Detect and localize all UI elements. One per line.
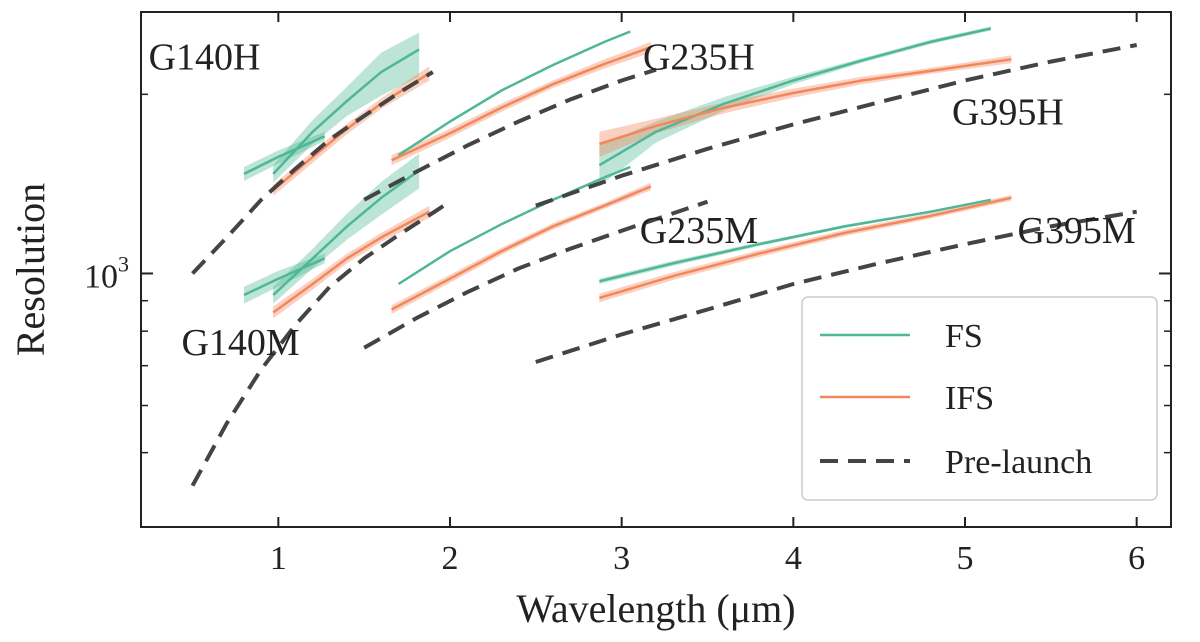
pre-launch-g395h-line-16 xyxy=(535,43,1138,208)
pre-launch-g395m-line-19 xyxy=(535,209,1138,364)
grating-label-g140m: G140M xyxy=(181,322,299,364)
ifs-g395m-band-18 xyxy=(599,195,1012,303)
grating-label-g235h: G235H xyxy=(643,37,755,79)
x-tick-label-1: 1 xyxy=(270,540,287,577)
legend-label-pre-launch: Pre-launch xyxy=(945,444,1092,481)
x-axis-label: Wavelength (μm) xyxy=(516,586,795,631)
y-axis-label: Resolution xyxy=(8,183,53,356)
fs-g140m-line-5 xyxy=(243,257,326,297)
fs-g140h-line-1 xyxy=(243,135,326,176)
x-tick-label-3: 3 xyxy=(613,540,630,577)
plot-frame xyxy=(140,11,1172,528)
legend: FS IFS Pre-launch xyxy=(801,296,1158,501)
series-lines xyxy=(190,27,1138,487)
x-tick-label-2: 2 xyxy=(442,540,459,577)
grating-label-g235m: G235M xyxy=(640,210,758,252)
ifs-g140m-line-6 xyxy=(272,210,430,314)
ifs-g395m-line-18 xyxy=(599,196,1012,300)
y-tick-label-major: 103 xyxy=(84,251,129,295)
pre-launch-g235h-line-10 xyxy=(363,67,657,202)
legend-label-fs: FS xyxy=(945,318,983,355)
ifs-g395h-line-15 xyxy=(599,58,1012,146)
x-tick-label-4: 4 xyxy=(785,540,802,577)
legend-box xyxy=(801,296,1158,501)
ifs-g235m-band-12 xyxy=(391,182,651,314)
ifs-g235h-line-9 xyxy=(391,46,652,162)
pre-launch-g140m-line-7 xyxy=(190,200,452,487)
ifs-g235m-line-12 xyxy=(391,185,652,311)
x-tick-label-6: 6 xyxy=(1128,540,1145,577)
pre-launch-g235m-line-13 xyxy=(363,199,709,350)
x-ticks: 1 2 3 4 5 6 xyxy=(270,12,1145,577)
pre-launch-g140h-line-3 xyxy=(191,70,434,275)
grating-labels: G140H G235H G395H G140M G235M G395M xyxy=(149,37,1136,364)
fs-g235m-line-11 xyxy=(397,165,631,286)
ifs-g235h-band-9 xyxy=(391,41,651,166)
grating-label-g140h: G140H xyxy=(149,37,261,79)
fs-g395h-line-14 xyxy=(598,27,992,167)
fs-g140m-band-5 xyxy=(244,253,325,304)
fs-g395m-line-17 xyxy=(599,198,992,283)
grating-label-g395m: G395M xyxy=(1017,210,1135,252)
x-tick-label-5: 5 xyxy=(957,540,974,577)
y-tick-exponent: 3 xyxy=(118,251,129,276)
fs-g140h-line-0 xyxy=(272,48,420,175)
y-ticks xyxy=(141,93,1171,454)
y-tick-base: 10 xyxy=(84,258,118,295)
grating-label-g395h: G395H xyxy=(952,91,1064,133)
legend-label-ifs: IFS xyxy=(945,380,994,417)
fs-g235h-line-8 xyxy=(397,30,631,157)
